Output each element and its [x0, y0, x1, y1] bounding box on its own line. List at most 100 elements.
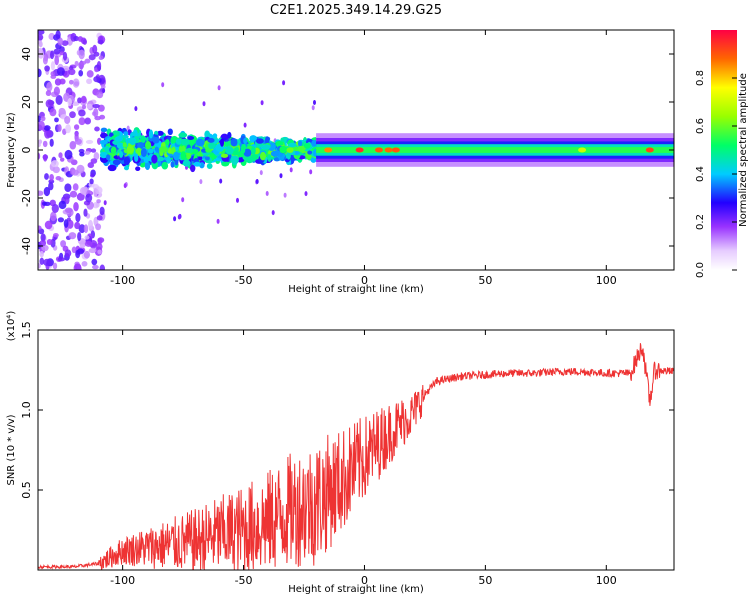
spectral-blob: [55, 30, 61, 40]
spectral-blob: [123, 183, 127, 189]
spectral-blob: [110, 146, 117, 155]
spectral-blob: [92, 44, 98, 54]
spectral-blob: [227, 131, 232, 139]
spectral-blob: [95, 223, 102, 231]
spectral-blob: [80, 186, 87, 195]
spectral-blob: [43, 125, 51, 131]
spectral-blob: [43, 154, 48, 162]
spectral-blob: [212, 133, 218, 139]
spectral-blob: [38, 68, 42, 78]
spectral-blob: [152, 136, 160, 144]
spectral-blob: [220, 153, 229, 158]
spectral-blob: [38, 30, 45, 35]
spectral-blob: [96, 199, 101, 204]
spectral-blob: [96, 215, 103, 221]
top-y-axis-label: Frequency (Hz): [6, 112, 17, 188]
spectral-blob: [170, 161, 175, 168]
spectral-blob: [65, 196, 70, 205]
spectral-blob: [93, 187, 98, 198]
spectrogram-panel: -100 -50 0 50 100 -40 -20 0 20 40 Height of stra…: [6, 29, 675, 295]
spectral-blob: [224, 141, 230, 147]
spectral-blob: [166, 156, 171, 164]
spectral-blob: [99, 151, 108, 159]
spectral-blob: [178, 145, 186, 153]
spectral-blob: [64, 183, 72, 193]
spectral-blob: [99, 140, 108, 145]
spectral-blob: [76, 192, 85, 201]
spectral-hotspot: [375, 147, 383, 153]
spectral-blob: [205, 148, 213, 153]
spectral-blob: [83, 208, 88, 217]
spectral-blob: [250, 154, 259, 159]
spectral-blob: [50, 211, 57, 222]
spectral-blob: [81, 261, 88, 267]
spectral-blob: [79, 241, 86, 249]
spectral-blob: [145, 140, 152, 150]
spectral-hotspot: [355, 147, 364, 153]
spectral-blob: [42, 140, 48, 148]
spectral-blob: [77, 36, 84, 42]
spectral-blob: [114, 136, 123, 142]
spectral-band-4: [316, 147, 674, 153]
spectral-blob: [42, 55, 48, 65]
spectral-blob: [260, 151, 266, 161]
spectral-blob: [140, 148, 147, 157]
spectral-blob: [180, 138, 190, 146]
spectral-blob: [116, 142, 125, 149]
spectral-hotspot: [391, 147, 400, 153]
spectral-blob: [156, 130, 164, 136]
spectral-blob: [71, 246, 77, 254]
spectrogram-marks: [38, 30, 674, 270]
spectral-blob: [103, 200, 107, 206]
spectral-blob: [91, 258, 98, 266]
spectral-blob: [225, 146, 234, 155]
spectral-blob: [267, 154, 272, 163]
spectral-blob: [97, 249, 102, 255]
spectral-hotspot: [384, 147, 393, 153]
spectral-blob: [84, 117, 92, 125]
spectral-blob: [181, 197, 185, 203]
colorbar-tick-label: 0.4: [695, 166, 706, 182]
spectral-blob: [43, 258, 51, 267]
spectral-blob: [204, 130, 211, 139]
spectral-blob: [82, 39, 88, 45]
spectral-blob: [51, 204, 59, 213]
spectral-blob: [78, 61, 85, 70]
spectral-blob: [38, 190, 44, 196]
spectral-blob: [44, 220, 53, 230]
spectral-blob: [260, 100, 264, 106]
spectral-blob: [289, 167, 293, 173]
spectral-blob: [297, 145, 307, 151]
spectral-blob: [76, 264, 82, 270]
spectral-blob: [49, 108, 57, 117]
spectral-blob: [39, 240, 47, 247]
spectral-blob: [44, 128, 51, 139]
spectral-blob: [61, 40, 69, 46]
spectral-blob: [64, 207, 73, 214]
spectral-blob: [202, 101, 206, 107]
spectral-blob: [38, 142, 41, 148]
spectral-blob: [39, 257, 45, 265]
spectral-blob: [251, 146, 256, 155]
spectral-blob: [40, 115, 46, 122]
spectral-blob: [57, 217, 65, 223]
spectral-blob: [105, 154, 111, 161]
spectral-blob: [206, 163, 213, 169]
spectral-blob: [86, 78, 93, 85]
colorbar-gradient: [711, 30, 737, 270]
spectral-blob: [44, 65, 50, 72]
spectral-blob: [134, 153, 139, 162]
spectral-blob: [204, 156, 210, 161]
spectral-blob: [243, 148, 252, 157]
bottom-x-tick-label: 0: [361, 574, 368, 587]
spectral-blob: [75, 212, 81, 223]
spectral-blob: [46, 82, 53, 92]
spectral-blob: [64, 115, 71, 125]
spectral-blob: [74, 60, 79, 67]
spectral-blob: [49, 173, 54, 181]
spectral-blob: [54, 117, 59, 123]
spectral-blob: [311, 139, 317, 147]
spectral-blob: [167, 128, 173, 136]
spectral-blob: [88, 248, 97, 254]
spectral-blob: [54, 55, 60, 66]
